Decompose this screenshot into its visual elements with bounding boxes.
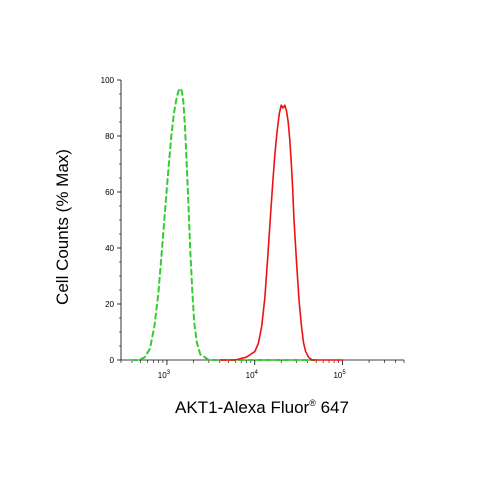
y-tick-label: 60 bbox=[105, 188, 114, 197]
x-axis-title-suffix: 647 bbox=[316, 398, 349, 417]
x-tick-label: 103 bbox=[158, 370, 171, 380]
x-tick-label: 104 bbox=[246, 370, 259, 380]
series-layer bbox=[131, 87, 344, 361]
y-tick-label: 100 bbox=[101, 76, 115, 85]
y-axis-ticks: 0 20 40 60 80 100 bbox=[101, 76, 121, 365]
registered-mark: ® bbox=[309, 398, 316, 408]
x-axis-title: AKT1-Alexa Fluor® 647 bbox=[175, 398, 349, 417]
series-line-solid-red bbox=[219, 104, 344, 361]
y-tick-label: 20 bbox=[105, 300, 114, 309]
x-tick-label: 105 bbox=[333, 370, 346, 380]
y-tick-label: 40 bbox=[105, 244, 114, 253]
x-axis-title-main: AKT1-Alexa Fluor bbox=[175, 398, 309, 417]
x-axis-ticks: 103 104 105 bbox=[120, 360, 405, 380]
series-line-dashed-green bbox=[131, 87, 318, 361]
y-axis-title: Cell Counts (% Max) bbox=[53, 149, 72, 305]
y-tick-label: 0 bbox=[110, 356, 115, 365]
y-tick-label: 80 bbox=[105, 132, 114, 141]
